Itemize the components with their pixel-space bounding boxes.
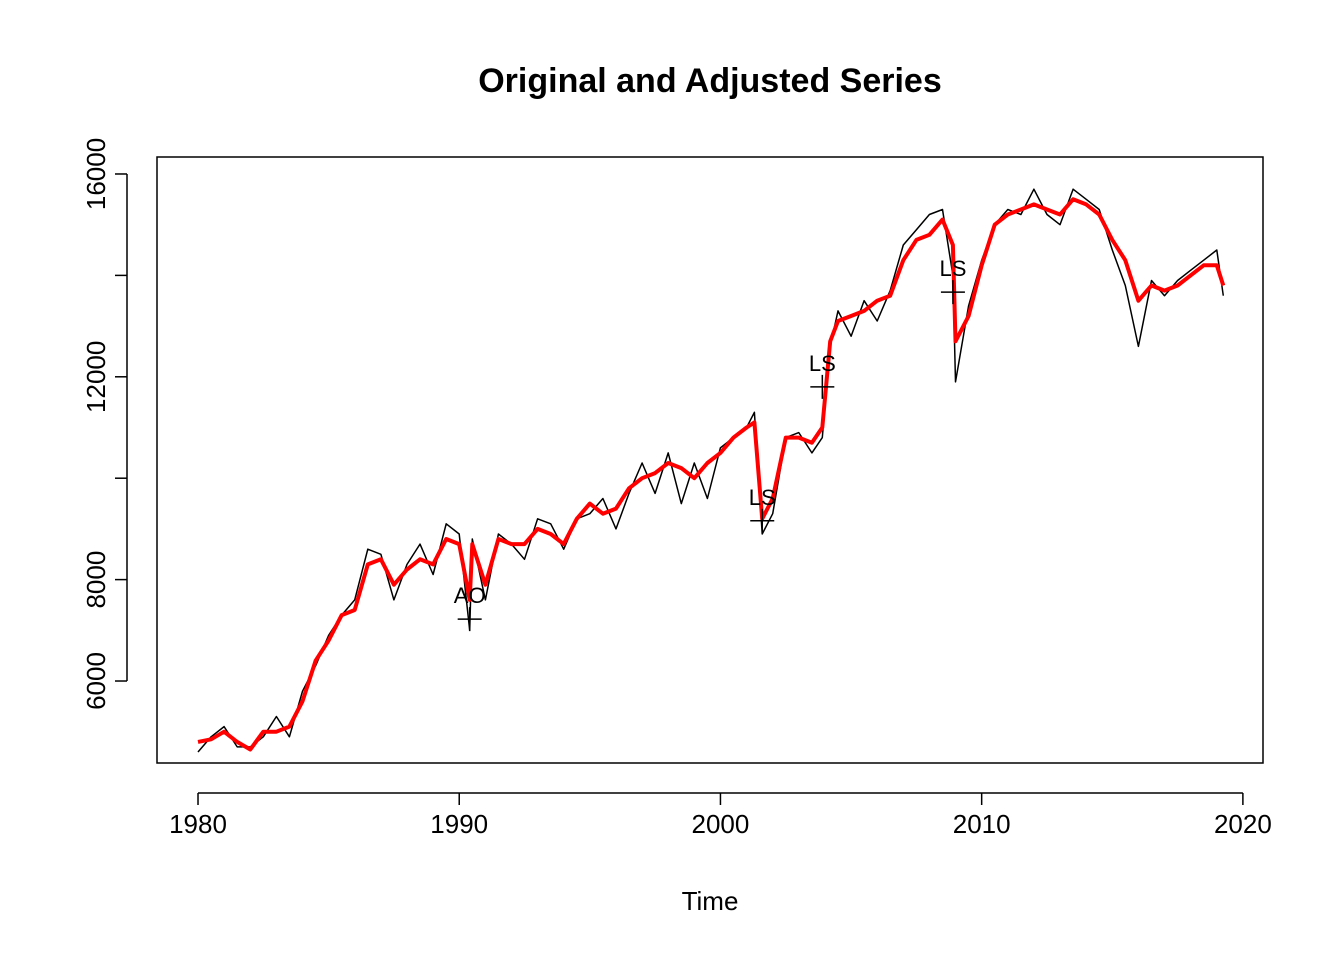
x-axis-label: Time xyxy=(682,886,739,916)
outlier-marker xyxy=(457,607,482,632)
y-tick-label: 16000 xyxy=(81,138,111,210)
y-tick-label: 12000 xyxy=(81,341,111,413)
outlier-label: LS xyxy=(809,351,836,376)
series-line xyxy=(197,188,1225,753)
x-tick-label: 1990 xyxy=(430,809,488,839)
y-tick-label: 6000 xyxy=(81,652,111,710)
outlier-marker xyxy=(940,280,965,305)
outlier-label: LS xyxy=(939,256,966,281)
outlier-marker xyxy=(810,374,835,399)
x-tick-label: 1980 xyxy=(169,809,227,839)
x-tick-label: 2000 xyxy=(692,809,750,839)
series-line xyxy=(197,197,1226,752)
y-tick-label: 8000 xyxy=(81,551,111,609)
outlier-label: LS xyxy=(749,485,776,510)
plot-frame xyxy=(156,156,1264,764)
outlier-label: AO xyxy=(454,583,486,608)
chart-title: Original and Adjusted Series xyxy=(478,62,942,100)
x-tick-label: 2010 xyxy=(953,809,1011,839)
outlier-marker xyxy=(750,508,775,533)
x-tick-label: 2020 xyxy=(1214,809,1272,839)
